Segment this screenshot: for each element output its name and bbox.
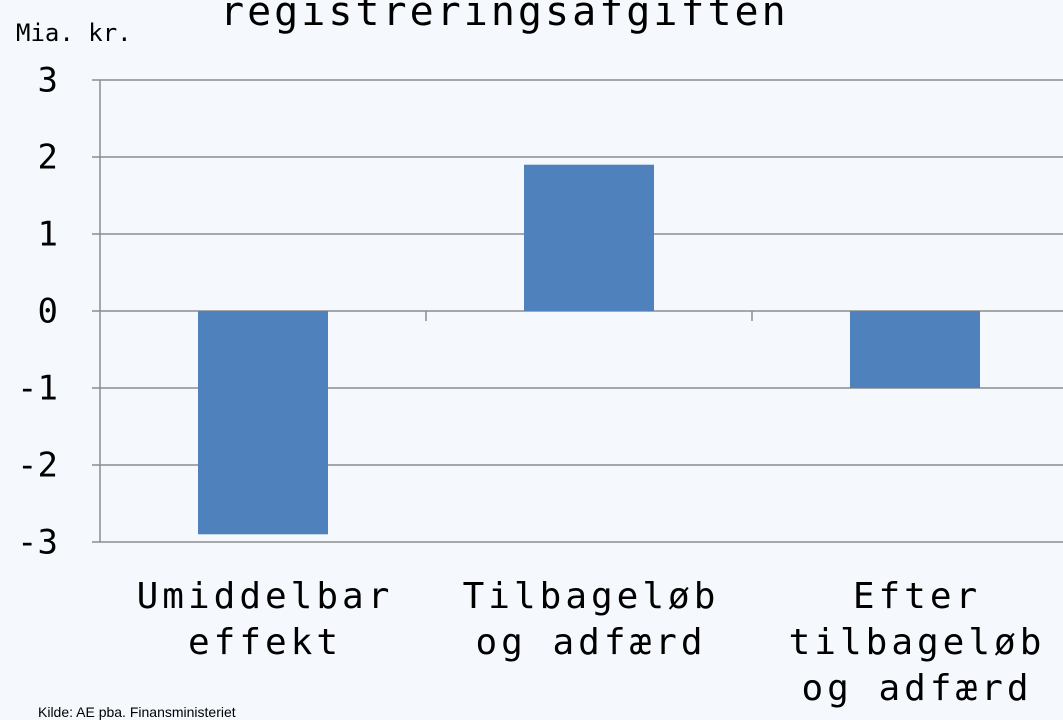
x-tick-label: Efter tilbageløb og adfærd	[788, 576, 1046, 709]
y-tick-label: -3	[17, 523, 58, 563]
source-note: Kilde: AE pba. Finansministeriet	[38, 704, 236, 720]
y-tick-label: 1	[38, 215, 58, 255]
y-tick-label: -2	[17, 446, 58, 486]
bar	[524, 164, 654, 311]
chart-title: registreringsafgiften	[220, 0, 789, 35]
x-tick-label: Umiddelbar effekt	[136, 576, 394, 663]
y-tick-label: 0	[38, 292, 58, 332]
bar	[198, 311, 328, 535]
y-axis-label: Mia. kr.	[16, 19, 132, 47]
x-tick-label: Tilbageløb og adfærd	[462, 576, 720, 663]
y-tick-label: -1	[17, 369, 58, 409]
y-tick-label: 2	[38, 138, 58, 178]
bar	[850, 311, 980, 388]
y-tick-label: 3	[38, 61, 58, 101]
